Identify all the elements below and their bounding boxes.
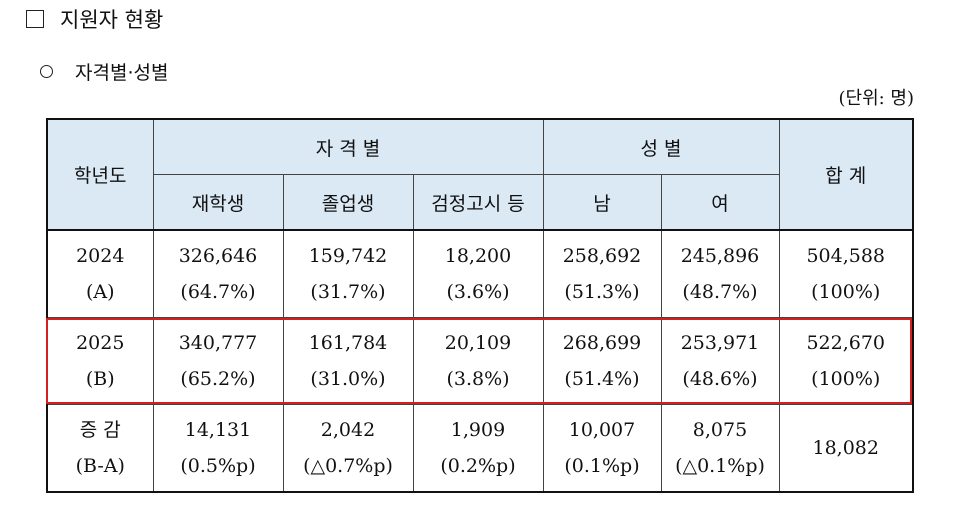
cell-ged: 20,109 (3.8%) [413,318,543,405]
header-year: 학년도 [47,119,153,230]
cell-male: 10,007 (0.1%p) [543,405,661,493]
cell-graduate: 161,784 (31.0%) [283,318,413,405]
cell-total: 504,588 (100%) [779,230,913,318]
cell-female: 253,971 (48.6%) [661,318,779,405]
section-title: 지원자 현황 [60,4,163,34]
cell-ged: 1,909 (0.2%p) [413,405,543,493]
header-enrolled: 재학생 [153,175,283,231]
cell-male: 268,699 (51.4%) [543,318,661,405]
cell-total: 18,082 [779,405,913,493]
cell-enrolled: 14,131 (0.5%p) [153,405,283,493]
cell-male: 258,692 (51.3%) [543,230,661,318]
header-qualification-group: 자 격 별 [153,119,543,175]
header-gender-group: 성 별 [543,119,779,175]
table-row: 증 감 (B-A) 14,131 (0.5%p) 2,042 (△0.7%p) 1,9… [47,405,913,493]
cell-female: 8,075 (△0.1%p) [661,405,779,493]
cell-year: 증 감 (B-A) [47,405,153,493]
subsection-heading: 자격별·성별 [40,58,168,85]
cell-graduate: 2,042 (△0.7%p) [283,405,413,493]
header-male: 남 [543,175,661,231]
cell-year: 2024 (A) [47,230,153,318]
header-female: 여 [661,175,779,231]
header-graduate: 졸업생 [283,175,413,231]
table-row: 2024 (A) 326,646 (64.7%) 159,742 (31.7%) 18… [47,230,913,318]
unit-label: (단위: 명) [838,84,914,110]
cell-enrolled: 340,777 (65.2%) [153,318,283,405]
cell-ged: 18,200 (3.6%) [413,230,543,318]
circle-bullet-icon [40,65,53,78]
header-total: 합 계 [779,119,913,230]
section-heading: 지원자 현황 [26,4,163,34]
cell-year: 2025 (B) [47,318,153,405]
cell-female: 245,896 (48.7%) [661,230,779,318]
applicant-table: 학년도 자 격 별 성 별 합 계 재학생 졸업생 검정고시 등 남 여 202… [46,118,914,493]
header-ged: 검정고시 등 [413,175,543,231]
cell-enrolled: 326,646 (64.7%) [153,230,283,318]
cell-graduate: 159,742 (31.7%) [283,230,413,318]
subsection-title: 자격별·성별 [75,58,168,85]
cell-total: 522,670 (100%) [779,318,913,405]
square-bullet-icon [26,10,44,28]
table-row-highlighted: 2025 (B) 340,777 (65.2%) 161,784 (31.0%) 20… [47,318,913,405]
